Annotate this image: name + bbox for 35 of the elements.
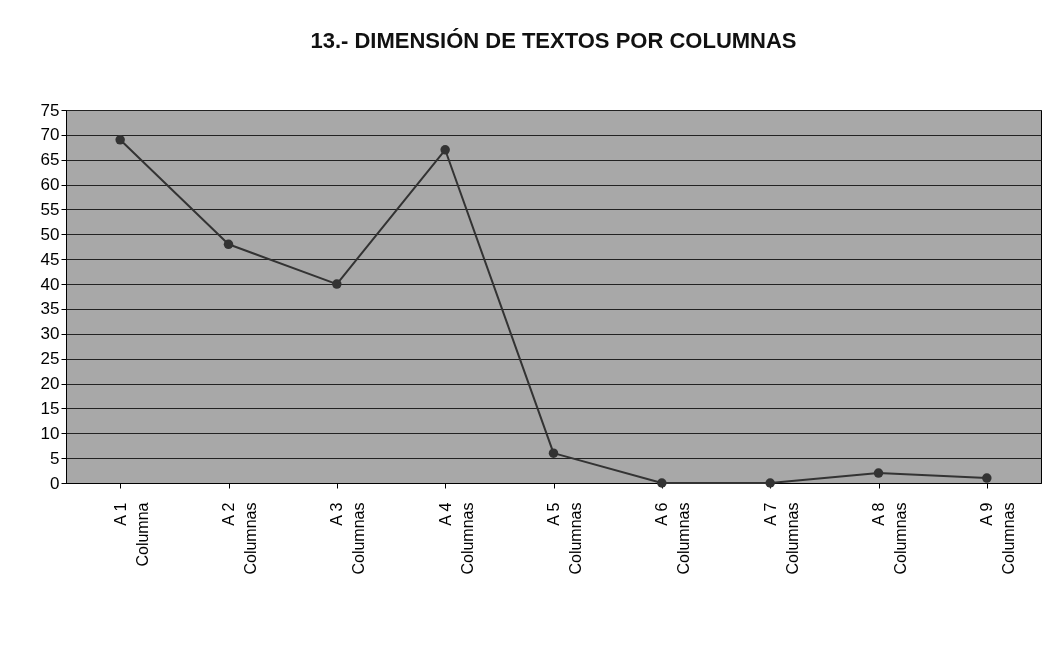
y-tick-label: 65 <box>40 150 60 170</box>
y-tick-label: 0 <box>50 473 60 493</box>
x-tick-label: A 5 Columnas <box>545 502 584 575</box>
point <box>982 473 992 483</box>
y-tick-label: 75 <box>40 100 60 120</box>
y-tick-label: 25 <box>40 349 60 369</box>
point <box>440 145 450 155</box>
point <box>223 239 234 250</box>
x-tick-label: A 8 Columnas <box>870 502 909 575</box>
y-tick-label: 5 <box>50 448 60 468</box>
point <box>332 279 342 289</box>
y-tick-label: 70 <box>40 125 60 145</box>
y-tick-label: 40 <box>40 274 60 294</box>
y-tick-label: 60 <box>40 175 60 195</box>
y-tick-label: 50 <box>40 224 60 244</box>
y-tick-label: 30 <box>40 324 60 344</box>
x-tick-label: A 6 Columnas <box>653 502 693 575</box>
chart-title: 13.- DIMENSIÓN DE TEXTOS POR COLUMNAS <box>310 28 797 53</box>
point <box>765 478 775 488</box>
point <box>657 478 667 488</box>
y-tick-label: 45 <box>40 249 60 269</box>
x-tick-label: A 1 Columna <box>111 502 151 567</box>
y-tick-label: 35 <box>40 299 60 319</box>
x-tick-label: A 4 Columnas <box>436 502 476 575</box>
y-tick-label: 15 <box>40 398 60 418</box>
x-tick-label: A 7 Columnas <box>761 502 801 575</box>
y-tick-label: 55 <box>40 199 60 219</box>
y-tick-label: 10 <box>40 423 60 443</box>
x-tick-label: A 9 Columnas <box>978 502 1018 575</box>
point <box>548 448 559 458</box>
x-tick-label: A 3 Columnas <box>328 502 368 575</box>
point <box>873 468 884 478</box>
point <box>115 135 125 145</box>
x-tick-label: A 2 Columnas <box>220 502 259 575</box>
y-tick-label: 20 <box>40 374 60 394</box>
